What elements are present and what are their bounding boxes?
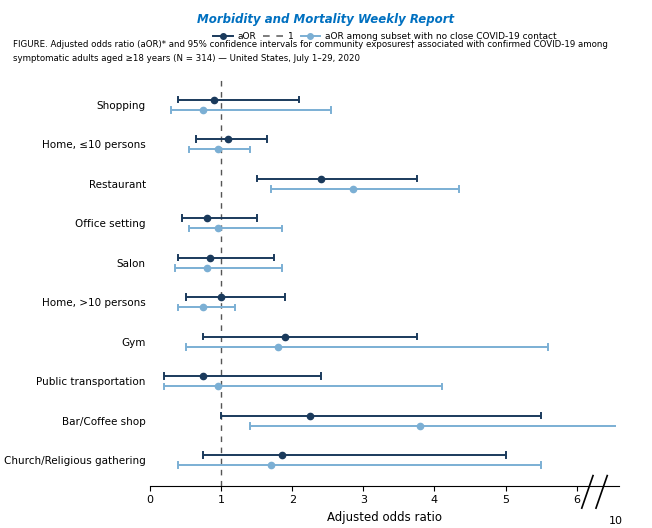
- Text: 10: 10: [609, 516, 623, 526]
- Text: symptomatic adults aged ≥18 years (N = 314) — United States, July 1–29, 2020: symptomatic adults aged ≥18 years (N = 3…: [13, 54, 360, 63]
- Legend: aOR, 1, aOR among subset with no close COVID-19 contact: aOR, 1, aOR among subset with no close C…: [209, 29, 560, 45]
- Text: FIGURE. Adjusted odds ratio (aOR)* and 95% confidence intervals for community ex: FIGURE. Adjusted odds ratio (aOR)* and 9…: [13, 40, 608, 49]
- Text: Morbidity and Mortality Weekly Report: Morbidity and Mortality Weekly Report: [198, 13, 454, 26]
- X-axis label: Adjusted odds ratio: Adjusted odds ratio: [327, 511, 442, 524]
